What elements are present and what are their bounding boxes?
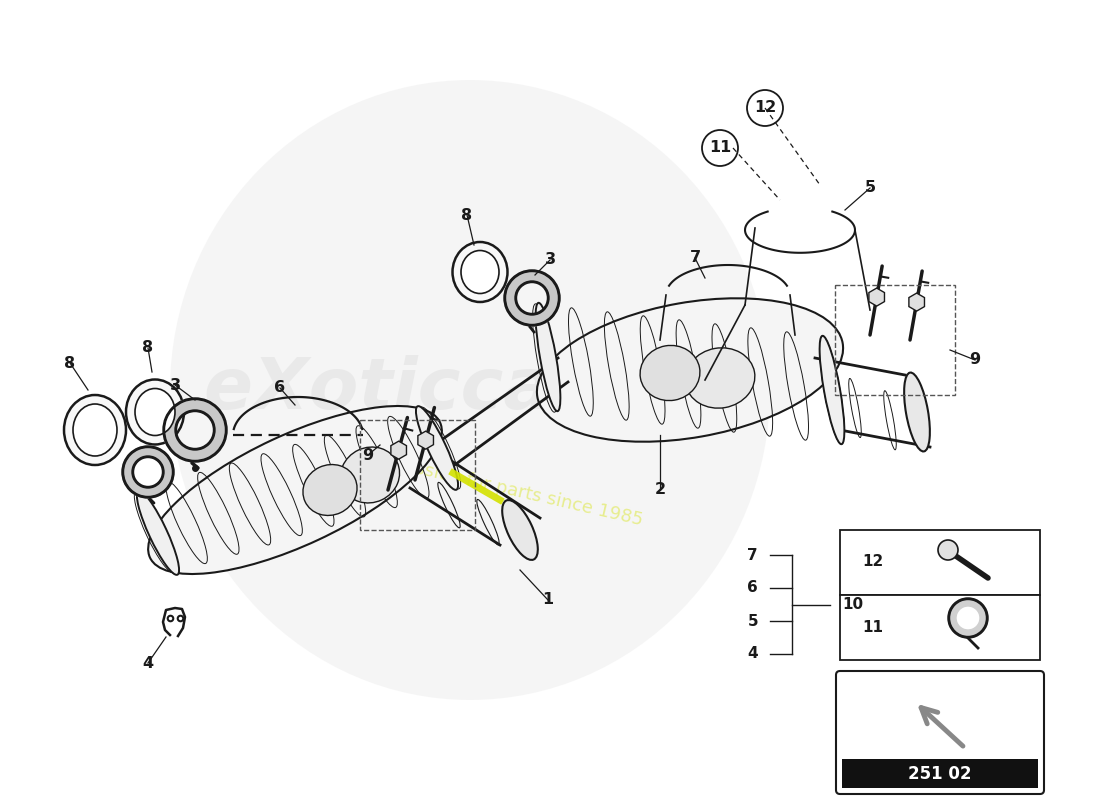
Text: 2: 2 bbox=[654, 482, 666, 498]
Text: 6: 6 bbox=[747, 581, 758, 595]
Text: 4: 4 bbox=[142, 655, 154, 670]
Ellipse shape bbox=[126, 379, 184, 445]
Text: 3: 3 bbox=[169, 378, 180, 393]
FancyBboxPatch shape bbox=[842, 759, 1038, 788]
Ellipse shape bbox=[148, 406, 442, 574]
Text: 5: 5 bbox=[865, 181, 876, 195]
Text: 7: 7 bbox=[747, 547, 758, 562]
Ellipse shape bbox=[416, 406, 458, 490]
Text: 8: 8 bbox=[142, 341, 154, 355]
FancyBboxPatch shape bbox=[840, 595, 1040, 660]
Text: 6: 6 bbox=[274, 381, 286, 395]
Text: 3: 3 bbox=[544, 253, 556, 267]
Ellipse shape bbox=[340, 447, 399, 503]
Text: a passion for parts since 1985: a passion for parts since 1985 bbox=[375, 450, 645, 530]
Ellipse shape bbox=[73, 404, 117, 456]
Ellipse shape bbox=[135, 389, 175, 435]
Ellipse shape bbox=[170, 80, 770, 700]
Text: eXoticcar s: eXoticcar s bbox=[205, 355, 656, 425]
Text: 4: 4 bbox=[747, 646, 758, 662]
Text: 9: 9 bbox=[362, 447, 374, 462]
Text: 9: 9 bbox=[969, 353, 980, 367]
Ellipse shape bbox=[536, 303, 560, 411]
FancyBboxPatch shape bbox=[836, 671, 1044, 794]
Text: 1: 1 bbox=[542, 593, 553, 607]
Ellipse shape bbox=[452, 242, 507, 302]
Text: 251 02: 251 02 bbox=[909, 765, 971, 783]
Ellipse shape bbox=[136, 491, 179, 575]
Ellipse shape bbox=[537, 298, 843, 442]
Text: 8: 8 bbox=[65, 355, 76, 370]
Text: 5: 5 bbox=[747, 614, 758, 629]
Ellipse shape bbox=[904, 373, 930, 451]
Ellipse shape bbox=[302, 465, 358, 515]
Ellipse shape bbox=[820, 336, 845, 444]
Ellipse shape bbox=[640, 346, 700, 401]
Text: 12: 12 bbox=[754, 101, 777, 115]
Ellipse shape bbox=[503, 500, 538, 560]
Text: 11: 11 bbox=[708, 141, 732, 155]
Text: 7: 7 bbox=[690, 250, 701, 266]
Ellipse shape bbox=[938, 540, 958, 560]
Text: 8: 8 bbox=[461, 207, 473, 222]
Ellipse shape bbox=[64, 395, 126, 465]
Ellipse shape bbox=[461, 250, 499, 294]
FancyBboxPatch shape bbox=[840, 530, 1040, 595]
Ellipse shape bbox=[685, 348, 755, 408]
Text: 11: 11 bbox=[862, 619, 883, 634]
Text: 12: 12 bbox=[862, 554, 883, 570]
Text: 10: 10 bbox=[842, 597, 864, 612]
